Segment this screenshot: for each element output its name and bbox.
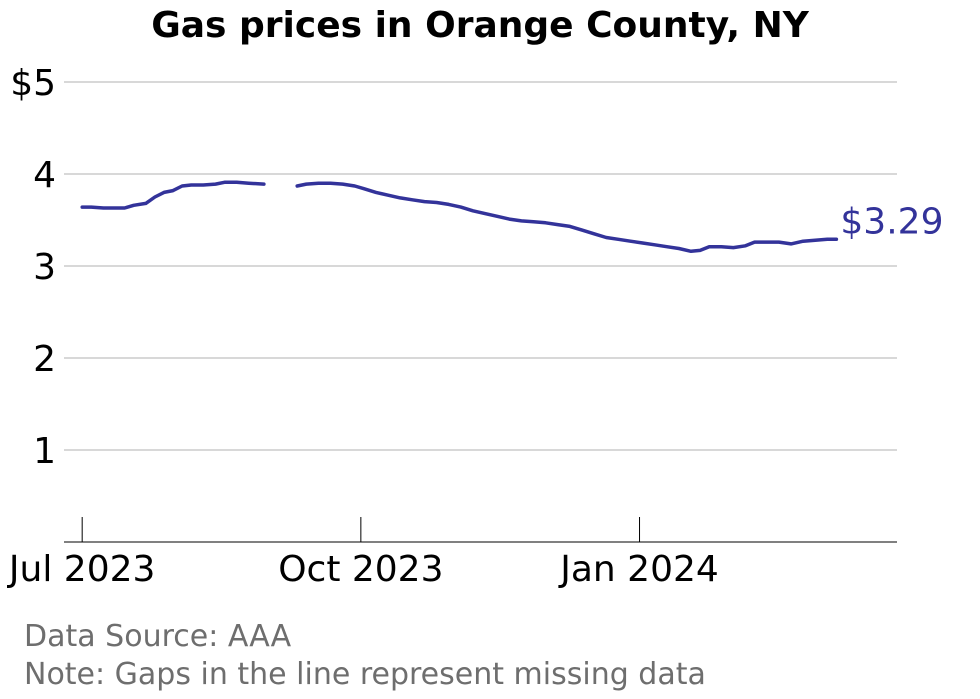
y-tick-label-2: 2 [33,339,56,380]
series-segment-1 [295,181,839,254]
y-tick-label-3: 3 [33,247,56,288]
chart-title: Gas prices in Orange County, NY [151,5,810,46]
end-value-label: $3.29 [840,201,943,242]
x-axis-ticks: Jul 2023 Oct 2023 Jan 2024 [7,517,719,590]
x-tick-label-1: Oct 2023 [278,549,443,590]
y-axis-ticks: 1 2 3 4 $5 [10,63,56,472]
y-tick-label-5: $5 [10,63,56,104]
data-source-note: Data Source: AAA [24,619,292,654]
price-series [80,180,839,254]
y-tick-label-1: 1 [33,431,56,472]
gridlines [64,81,897,451]
missing-data-note: Note: Gaps in the line represent missing… [24,657,706,692]
x-tick-label-2: Jan 2024 [558,549,719,590]
series-segment-0 [80,180,266,210]
y-tick-label-4: 4 [33,155,56,196]
x-tick-label-0: Jul 2023 [7,549,156,590]
